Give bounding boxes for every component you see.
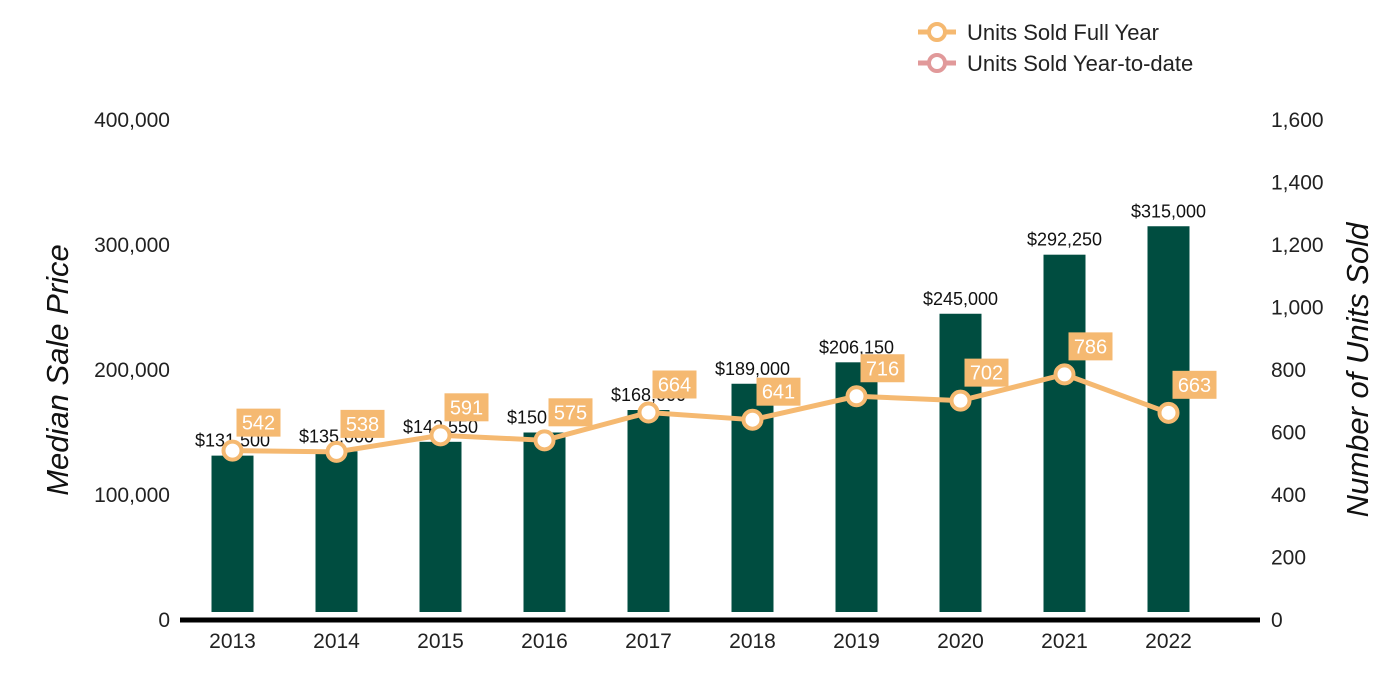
units-label-box [548, 398, 593, 427]
y-right-tick-label: 1,400 [1271, 172, 1324, 195]
y-left-tick-label: 400,000 [94, 109, 170, 132]
units-value-label: 716 [866, 358, 899, 380]
units-value-label: 702 [970, 363, 1003, 385]
units-sold-point [1053, 363, 1076, 386]
x-tick-label: 2022 [1145, 630, 1192, 653]
y-left-tick-label: 300,000 [94, 234, 170, 257]
bar [211, 455, 254, 612]
y-right-tick-label: 0 [1271, 609, 1283, 632]
units-sold-point [429, 424, 452, 447]
units-label-box [340, 409, 385, 438]
x-tick-label: 2015 [417, 630, 464, 653]
x-tick-label: 2021 [1041, 630, 1088, 653]
units-sold-point [533, 429, 556, 452]
bar-value-label: $315,000 [1131, 201, 1206, 221]
units-value-label: 641 [762, 382, 795, 404]
x-tick-label: 2013 [209, 630, 256, 653]
y-axis-left-title: Median Sale Price [40, 244, 75, 496]
units-value-labels: 542 538 591 575 664 641 716 702 786 663 [236, 332, 1217, 438]
legend-entry-label: Units Sold Full Year [967, 20, 1159, 45]
units-label-box [444, 393, 489, 422]
y-right-tick-label: 200 [1271, 547, 1306, 570]
units-value-label: 538 [346, 414, 379, 436]
units-label-box [860, 354, 905, 383]
bar [419, 441, 462, 612]
legend: Units Sold Full Year Units Sold Year-to-d… [918, 20, 1193, 76]
units-sold-point [637, 401, 660, 424]
bar [1043, 254, 1086, 612]
units-value-label: 663 [1178, 375, 1211, 397]
y-right-tick-label: 600 [1271, 422, 1306, 445]
y-right-tick-label: 400 [1271, 484, 1306, 507]
units-label-box [1068, 332, 1113, 361]
bar-value-label: $189,000 [715, 359, 790, 379]
y-left-tick-label: 100,000 [94, 484, 170, 507]
legend-swatch-marker [927, 22, 947, 42]
y-axis-right-ticks: 0 200 400 600 800 1,000 1,200 1,400 1,600 [1271, 109, 1324, 632]
units-sold-point [949, 389, 972, 412]
bar [939, 313, 982, 612]
x-tick-label: 2016 [521, 630, 568, 653]
units-label-box [756, 377, 801, 406]
bar [523, 432, 566, 612]
units-label-box [652, 370, 697, 399]
x-tick-label: 2017 [625, 630, 672, 653]
x-axis-ticks: 2013 2014 2015 2016 2017 2018 2019 2020 2021 2022 [209, 630, 1192, 653]
units-value-label: 591 [450, 397, 483, 419]
units-label-box [1172, 370, 1217, 399]
bar-value-label: $206,150 [819, 337, 894, 357]
y-left-tick-label: 200,000 [94, 359, 170, 382]
y-right-tick-label: 1,600 [1271, 109, 1324, 132]
y-axis-left-ticks: 0 100,000 200,000 300,000 400,000 [94, 109, 170, 632]
legend-entry-label: Units Sold Year-to-date [967, 51, 1193, 76]
units-sold-point [1157, 401, 1180, 424]
y-right-tick-label: 1,200 [1271, 234, 1324, 257]
units-line [221, 363, 1180, 463]
bar [627, 410, 670, 612]
y-left-tick-label: 0 [158, 609, 170, 632]
bar [315, 451, 358, 612]
units-sold-point [221, 439, 244, 462]
units-value-label: 664 [658, 375, 691, 397]
y-right-tick-label: 1,000 [1271, 297, 1324, 320]
units-sold-point [741, 408, 764, 431]
units-sold-point [325, 440, 348, 463]
legend-swatch-marker [927, 53, 947, 73]
units-value-label: 542 [242, 413, 275, 435]
x-tick-label: 2019 [833, 630, 880, 653]
units-sold-line [230, 371, 1171, 455]
y-right-tick-label: 800 [1271, 359, 1306, 382]
units-sold-point [845, 385, 868, 408]
x-tick-label: 2014 [313, 630, 360, 653]
x-tick-label: 2020 [937, 630, 984, 653]
units-value-label: 575 [554, 402, 587, 424]
bar-value-label: $292,250 [1027, 230, 1102, 250]
x-tick-label: 2018 [729, 630, 776, 653]
units-label-box [236, 408, 281, 437]
units-label-box [964, 358, 1009, 387]
bar-value-label: $245,000 [923, 289, 998, 309]
units-value-label: 786 [1074, 336, 1107, 358]
y-axis-right-title: Number of Units Sold [1340, 221, 1375, 517]
